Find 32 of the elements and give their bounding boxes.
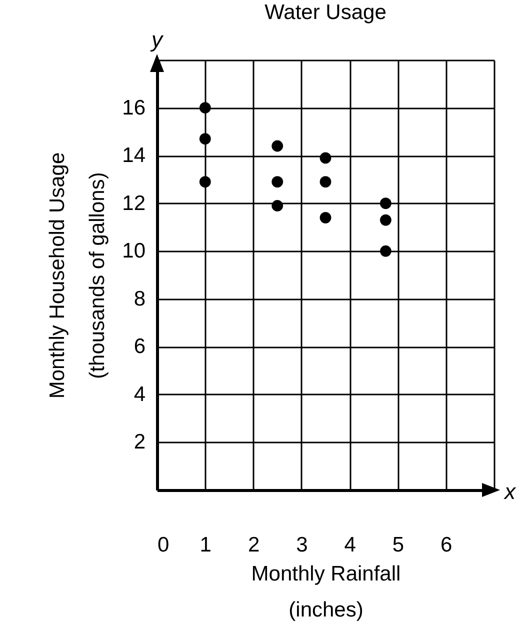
y-tick-label: 10	[122, 240, 146, 263]
y-tick-label: 8	[134, 287, 146, 310]
point	[272, 176, 284, 188]
x-tick-label: 2	[248, 534, 260, 556]
point	[320, 212, 332, 224]
point	[199, 176, 211, 188]
point	[272, 140, 284, 152]
point	[380, 214, 392, 226]
x-tick-label: 4	[344, 534, 356, 556]
y-axis-title: Monthly Household Usage (thousands of gallons)	[46, 152, 110, 399]
y-tick-label: 14	[122, 144, 146, 168]
point	[380, 245, 392, 257]
x-axis-title: Monthly Rainfall (inches)	[251, 562, 401, 622]
y-tick-label: 16	[122, 96, 146, 120]
point	[272, 200, 284, 212]
y-tick-label: 6	[134, 335, 146, 358]
point	[320, 152, 332, 164]
point	[199, 102, 211, 114]
chart-title: Water Usage	[264, 1, 386, 24]
y-tick-label: 12	[122, 192, 146, 215]
x-tick-label: 6	[440, 534, 452, 556]
y-tick-label: 2	[134, 430, 146, 454]
point	[199, 133, 211, 145]
x-tick-label: 5	[392, 534, 404, 556]
point	[380, 198, 392, 210]
text: y	[150, 27, 164, 52]
text: x	[504, 479, 516, 504]
x-tick-label: 3	[296, 534, 308, 556]
point	[320, 176, 332, 188]
x-tick-label: 1	[200, 534, 212, 556]
y-tick-label: 4	[134, 382, 146, 406]
x-tick-label: 0	[158, 534, 170, 556]
